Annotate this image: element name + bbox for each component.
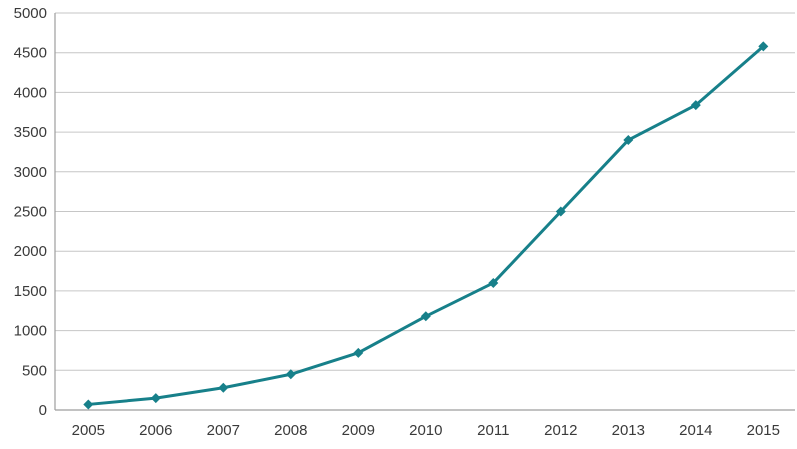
y-tick-label: 2000 <box>14 243 47 260</box>
y-tick-label: 1000 <box>14 323 47 340</box>
y-tick-label: 3000 <box>14 164 47 181</box>
x-tick-label: 2007 <box>207 422 240 439</box>
x-tick-label: 2010 <box>409 422 442 439</box>
y-tick-label: 5000 <box>14 5 47 22</box>
y-tick-label: 4500 <box>14 45 47 62</box>
y-tick-label: 3500 <box>14 124 47 141</box>
x-tick-label: 2006 <box>139 422 172 439</box>
y-tick-label: 2500 <box>14 204 47 221</box>
data-point-marker <box>758 41 769 52</box>
x-tick-label: 2008 <box>274 422 307 439</box>
data-point-marker <box>83 399 94 410</box>
x-tick-label: 2015 <box>747 422 780 439</box>
data-point-marker <box>285 369 296 380</box>
data-point-marker <box>218 382 229 393</box>
x-tick-label: 2005 <box>72 422 105 439</box>
data-point-marker <box>555 206 566 217</box>
y-tick-label: 0 <box>39 402 47 419</box>
data-point-marker <box>623 135 634 146</box>
x-tick-label: 2014 <box>679 422 712 439</box>
x-tick-label: 2013 <box>612 422 645 439</box>
data-line <box>86 44 765 406</box>
data-point-marker <box>420 311 431 322</box>
y-tick-label: 1500 <box>14 283 47 300</box>
data-point-marker <box>353 347 364 358</box>
x-tick-label: 2012 <box>544 422 577 439</box>
data-point-marker <box>488 277 499 288</box>
data-point-marker <box>150 393 161 404</box>
y-tick-label: 500 <box>22 362 47 379</box>
x-tick-label: 2011 <box>477 422 509 439</box>
x-tick-label: 2009 <box>342 422 375 439</box>
data-point-marker <box>690 100 701 111</box>
y-tick-label: 4000 <box>14 84 47 101</box>
